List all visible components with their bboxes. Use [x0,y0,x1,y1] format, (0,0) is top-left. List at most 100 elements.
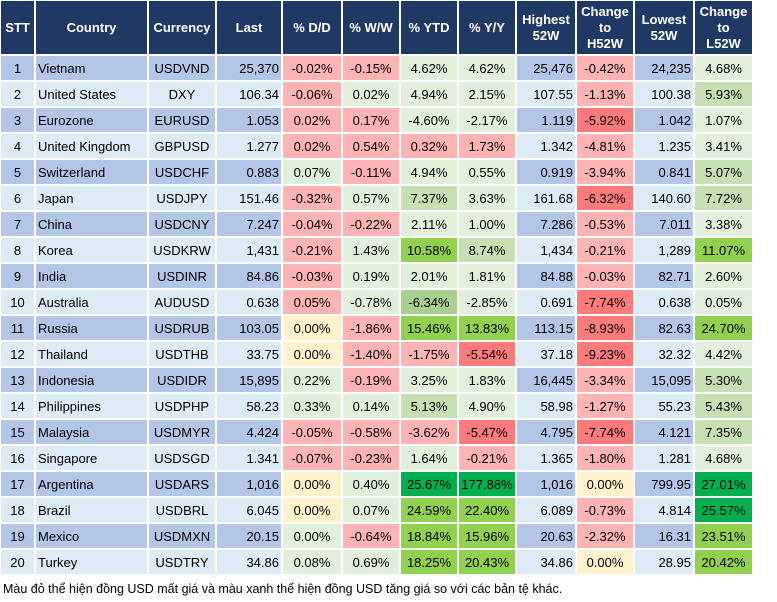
table-row: 20 Turkey USDTRY 34.86 0.08% 0.69% 18.25% 20.43… [1,550,752,574]
cell-country: Malaysia [36,420,147,444]
cell-stt: 8 [1,238,34,262]
cell-high: 161.68 [517,186,575,210]
cell-stt: 3 [1,108,34,132]
cell-dd: 0.33% [283,394,341,418]
cell-yy: 8.74% [459,238,515,262]
cell-ytd: -4.60% [401,108,457,132]
cell-last: 103.05 [217,316,281,340]
cell-ch: -3.34% [577,368,633,392]
cell-ytd: 25.67% [401,472,457,496]
cell-low: 1.281 [635,446,693,470]
cell-ch: -6.32% [577,186,633,210]
header-low: Lowest 52W [635,1,693,54]
cell-ch: -7.74% [577,420,633,444]
cell-stt: 7 [1,212,34,236]
cell-stt: 12 [1,342,34,366]
cell-currency: USDTRY [149,550,215,574]
header-last: Last [217,1,281,54]
cell-ytd: -1.75% [401,342,457,366]
cell-high: 1.119 [517,108,575,132]
cell-last: 34.86 [217,550,281,574]
table-row: 7 China USDCNY 7.247 -0.04% -0.22% 2.11% 1.00% 7… [1,212,752,236]
table-row: 19 Mexico USDMXN 20.15 0.00% -0.64% 18.84% 15.9… [1,524,752,548]
cell-yy: 1.81% [459,264,515,288]
cell-stt: 15 [1,420,34,444]
cell-high: 0.691 [517,290,575,314]
table-row: 11 Russia USDRUB 103.05 0.00% -1.86% 15.46% 13.… [1,316,752,340]
header-row: STT Country Currency Last% D/D% W/W% YTD% Y… [1,1,752,54]
cell-dd: -0.32% [283,186,341,210]
cell-dd: 0.02% [283,134,341,158]
cell-yy: -5.54% [459,342,515,366]
cell-yy: 1.00% [459,212,515,236]
cell-high: 1.342 [517,134,575,158]
cell-yy: 22.40% [459,498,515,522]
table-row: 16 Singapore USDSGD 1.341 -0.07% -0.23% 1.64% -… [1,446,752,470]
cell-high: 113.15 [517,316,575,340]
cell-ch: 0.00% [577,472,633,496]
cell-cl: 23.51% [695,524,752,548]
cell-currency: USDARS [149,472,215,496]
cell-ww: 0.14% [343,394,399,418]
cell-country: United Kingdom [36,134,147,158]
cell-currency: USDMXN [149,524,215,548]
cell-ch: -0.21% [577,238,633,262]
cell-last: 0.638 [217,290,281,314]
table-row: 1 Vietnam USDVND 25,370 -0.02% -0.15% 4.62% 4.6… [1,56,752,80]
cell-stt: 9 [1,264,34,288]
cell-last: 0.883 [217,160,281,184]
cell-dd: 0.05% [283,290,341,314]
cell-high: 25,476 [517,56,575,80]
cell-cl: 4.68% [695,446,752,470]
cell-cl: 11.07% [695,238,752,262]
table-row: 13 Indonesia USDIDR 15,895 0.22% -0.19% 3.25% 1… [1,368,752,392]
cell-high: 1,016 [517,472,575,496]
cell-dd: -0.05% [283,420,341,444]
cell-ww: 0.69% [343,550,399,574]
cell-country: Switzerland [36,160,147,184]
cell-ch: 0.00% [577,550,633,574]
header-currency: Currency [149,1,215,54]
header-dd: % D/D [283,1,341,54]
cell-ytd: 4.94% [401,160,457,184]
cell-cl: 27.01% [695,472,752,496]
cell-ch: -1.80% [577,446,633,470]
cell-cl: 5.07% [695,160,752,184]
header-ww: % W/W [343,1,399,54]
cell-last: 1,431 [217,238,281,262]
cell-low: 55.23 [635,394,693,418]
table-row: 2 United States DXY 106.34 -0.06% 0.02% 4.94% 2… [1,82,752,106]
cell-stt: 16 [1,446,34,470]
cell-currency: USDJPY [149,186,215,210]
cell-yy: -5.47% [459,420,515,444]
cell-country: Singapore [36,446,147,470]
cell-currency: USDIDR [149,368,215,392]
cell-country: China [36,212,147,236]
cell-ytd: 3.25% [401,368,457,392]
cell-ww: -0.22% [343,212,399,236]
cell-low: 4.121 [635,420,693,444]
cell-currency: USDSGD [149,446,215,470]
cell-ytd: 2.11% [401,212,457,236]
footnote: Màu đỏ thể hiện đồng USD mất giá và màu … [3,582,563,596]
cell-yy: 15.96% [459,524,515,548]
cell-country: Brazil [36,498,147,522]
table-row: 12 Thailand USDTHB 33.75 0.00% -1.40% -1.75% -5… [1,342,752,366]
cell-dd: -0.04% [283,212,341,236]
cell-yy: 13.83% [459,316,515,340]
cell-yy: 4.62% [459,56,515,80]
cell-ch: -9.23% [577,342,633,366]
cell-ww: 1.43% [343,238,399,262]
cell-country: Thailand [36,342,147,366]
cell-dd: 0.00% [283,316,341,340]
cell-ch: -0.42% [577,56,633,80]
table-row: 15 Malaysia USDMYR 4.424 -0.05% -0.58% -3.62% -… [1,420,752,444]
cell-high: 20.63 [517,524,575,548]
cell-dd: 0.08% [283,550,341,574]
cell-cl: 25.57% [695,498,752,522]
cell-yy: -2.85% [459,290,515,314]
cell-cl: 7.35% [695,420,752,444]
cell-last: 106.34 [217,82,281,106]
cell-ww: -0.11% [343,160,399,184]
cell-ytd: 4.62% [401,56,457,80]
